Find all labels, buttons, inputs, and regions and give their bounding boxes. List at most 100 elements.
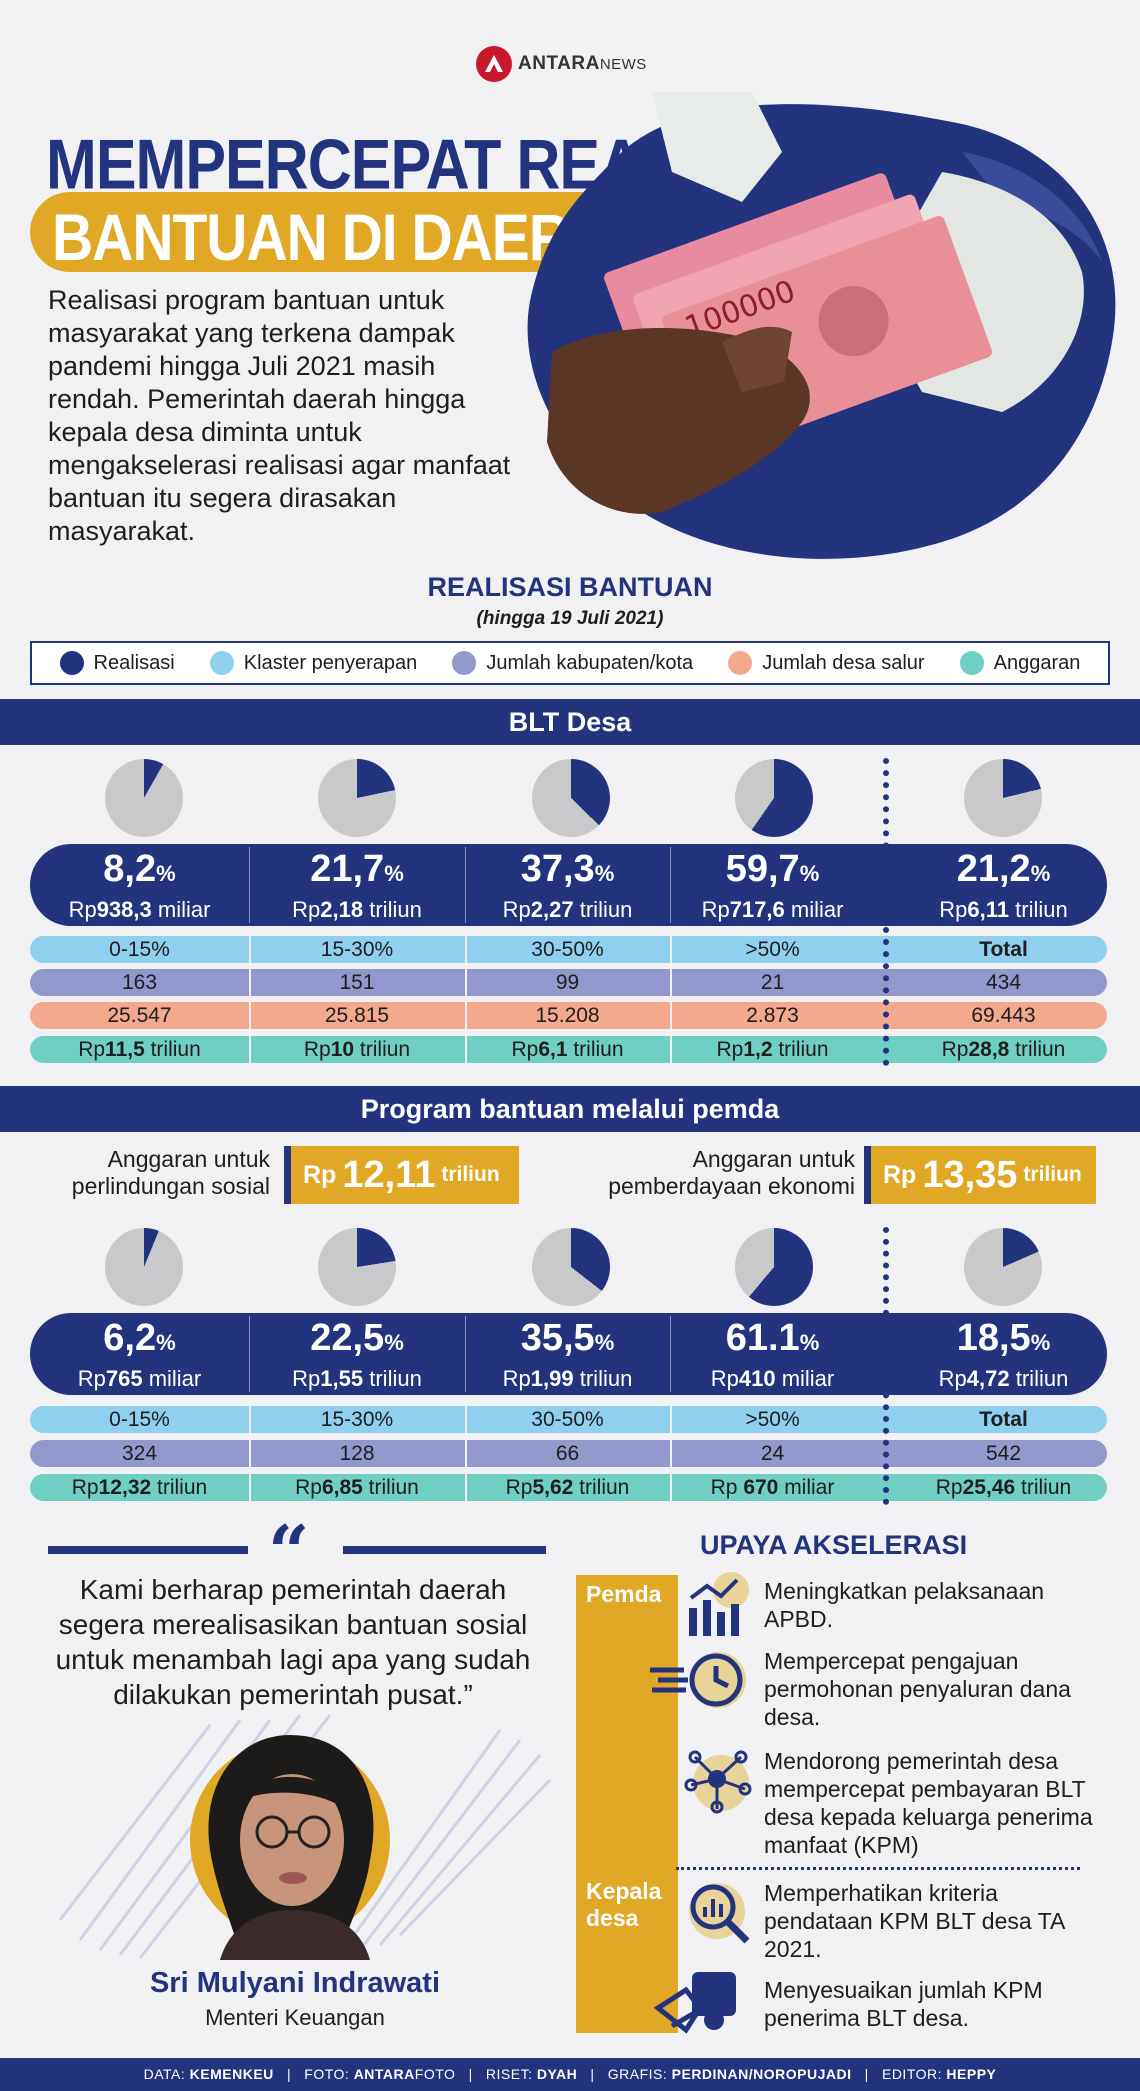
brand-logo: ANTARANEWS xyxy=(476,46,647,82)
anggaran-pemberdayaan-label: Anggaran untuk pemberdayaan ekonomi xyxy=(608,1146,855,1199)
row-cell: 15.208 xyxy=(535,1004,600,1027)
legend-item-realisasi: Realisasi xyxy=(59,651,175,675)
row-cell: 15-30% xyxy=(320,1408,394,1431)
divider xyxy=(670,1316,671,1392)
divider xyxy=(249,1316,250,1392)
row-cell-total: 542 xyxy=(985,1442,1022,1465)
divider xyxy=(465,1440,467,1467)
pemda-realisasi-pill xyxy=(30,1313,1107,1395)
blt-row-kabupaten: 163 151 99 21 434 xyxy=(30,969,1107,996)
divider xyxy=(670,1474,672,1501)
pemda-cell-total: 18,5% Rp4,72 triliun xyxy=(938,1317,1069,1391)
legend-dot xyxy=(452,651,477,675)
pemda-cell-1: 6,2% Rp765 miliar xyxy=(77,1317,202,1391)
pemda-cell-3: 35,5% Rp1,99 triliun xyxy=(502,1317,633,1391)
row-cell: Rp 670 miliar xyxy=(710,1476,835,1499)
pie-blt-1 xyxy=(105,759,183,837)
blt-row-desa: 25.547 25.815 15.208 2.873 69.443 xyxy=(30,1002,1107,1029)
row-cell-total: 69.443 xyxy=(971,1004,1036,1027)
upaya-side-bar xyxy=(576,1575,678,2033)
title-banner xyxy=(30,192,625,272)
anggaran-pemberdayaan-value: Rp 13,35 triliun xyxy=(864,1146,1096,1204)
row-cell: 163 xyxy=(121,971,158,994)
row-cell-total: Rp28,8 triliun xyxy=(941,1038,1066,1061)
divider xyxy=(249,1406,251,1433)
money-hands-photo: 100000 xyxy=(527,92,1116,559)
legend-dot xyxy=(59,651,84,675)
section-subtitle: (hingga 19 Juli 2021) xyxy=(476,608,664,629)
legend-dot xyxy=(959,651,984,675)
pie-pemda-total xyxy=(964,1228,1042,1306)
pie-pemda-4 xyxy=(735,1228,813,1306)
divider xyxy=(465,1002,467,1029)
antara-logo-icon xyxy=(476,46,512,82)
anggaran-perlinsos-value: Rp 12,11 triliun xyxy=(284,1146,519,1204)
budget-chart-icon xyxy=(689,1572,749,1636)
legend: Realisasi Klaster penyerapan Jumlah kabu… xyxy=(30,641,1110,685)
row-cell: 99 xyxy=(555,971,580,994)
pemda-header: Program bantuan melalui pemda xyxy=(0,1086,1140,1132)
row-cell-total: 434 xyxy=(985,971,1022,994)
pemda-cell-2: 22,5% Rp1,55 triliun xyxy=(292,1317,422,1391)
row-cell-total: Total xyxy=(979,1408,1028,1431)
divider xyxy=(249,969,251,996)
divider xyxy=(249,1440,251,1467)
blt-cell-2: 21,7% Rp2,18 triliun xyxy=(292,848,422,922)
speaker-portrait xyxy=(58,1714,552,1960)
speaker-name: Sri Mulyani Indrawati xyxy=(149,1967,441,1999)
legend-dot xyxy=(728,651,753,675)
row-cell: Rp11,5 triliun xyxy=(78,1038,201,1061)
row-cell: 151 xyxy=(339,971,375,994)
divider xyxy=(670,1440,672,1467)
pie-blt-2 xyxy=(318,759,396,837)
row-cell: 25.547 xyxy=(107,1004,172,1027)
pie-pemda-2 xyxy=(318,1228,396,1306)
legend-item-kabupaten: Jumlah kabupaten/kota xyxy=(452,651,693,675)
divider xyxy=(249,847,250,923)
legend-item-desa: Jumlah desa salur xyxy=(728,651,925,675)
network-icon xyxy=(684,1750,752,1814)
divider xyxy=(465,1036,467,1063)
legend-item-klaster: Klaster penyerapan xyxy=(209,651,417,675)
row-cell-total: Rp25,46 triliun xyxy=(935,1476,1072,1499)
row-cell: 66 xyxy=(555,1442,580,1465)
dotted-divider xyxy=(883,1227,889,1505)
row-cell: 21 xyxy=(760,971,785,994)
blt-desa-header: BLT Desa xyxy=(0,699,1140,745)
row-cell: 0-15% xyxy=(109,1408,170,1431)
upaya-item-4: Memperhatikan kriteria pendataan KPM BLT… xyxy=(764,1880,1065,1962)
fast-clock-icon xyxy=(650,1652,746,1708)
upaya-tag-kepala-desa: Kepala desa xyxy=(586,1878,662,1931)
row-cell: Rp6,85 triliun xyxy=(295,1476,419,1499)
pie-blt-4 xyxy=(735,759,813,837)
footer-credits: DATA: KEMENKEU | FOTO: ANTARAFOTO | RISE… xyxy=(0,2058,1140,2091)
quote-mark-icon: “ xyxy=(268,1509,310,1594)
puzzle-people-icon xyxy=(653,1972,736,2034)
blt-cell-3: 37,3% Rp2,27 triliun xyxy=(502,848,633,922)
blt-cell-4: 59,7% Rp717,6 miliar xyxy=(701,848,844,922)
divider xyxy=(670,1036,672,1063)
divider xyxy=(670,1002,672,1029)
blt-cell-1: 8,2% Rp938,3 miliar xyxy=(68,848,211,922)
brand-name: ANTARANEWS xyxy=(518,53,647,74)
divider xyxy=(249,1036,251,1063)
row-cell: 15-30% xyxy=(320,938,394,961)
divider xyxy=(249,936,251,963)
row-cell: 128 xyxy=(339,1442,375,1465)
upaya-item-3: Mendorong pemerintah desa mempercepat pe… xyxy=(764,1748,1093,1858)
blt-realisasi-pill xyxy=(30,844,1107,926)
divider xyxy=(670,969,672,996)
divider xyxy=(249,1474,251,1501)
divider xyxy=(249,1002,251,1029)
row-cell: 2.873 xyxy=(746,1004,799,1027)
pemda-row-anggaran: Rp12,32 triliun Rp6,85 triliun Rp5,62 tr… xyxy=(30,1474,1107,1501)
divider xyxy=(465,936,467,963)
divider xyxy=(670,936,672,963)
divider xyxy=(465,969,467,996)
row-cell: >50% xyxy=(745,938,800,961)
speaker-role: Menteri Keuangan xyxy=(205,2005,385,2030)
pie-blt-3 xyxy=(532,759,610,837)
upaya-tag-pemda: Pemda xyxy=(586,1581,662,1607)
row-cell-total: Total xyxy=(979,938,1028,961)
pemda-cell-4: 61.1% Rp410 miliar xyxy=(710,1317,835,1391)
